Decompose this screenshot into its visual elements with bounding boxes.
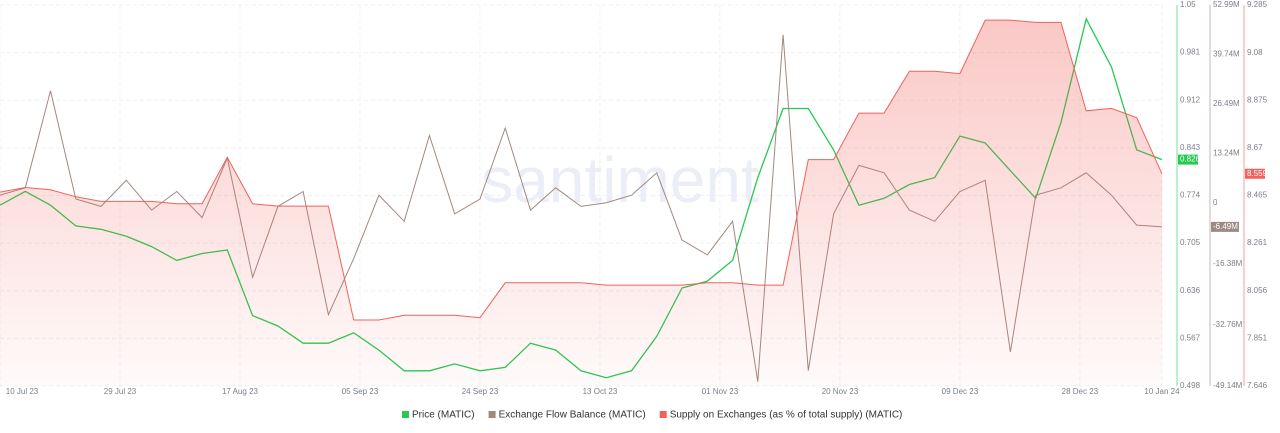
y-tick-label: 9.285	[1247, 0, 1268, 9]
y-tick-label: -49.14M	[1213, 381, 1243, 390]
x-tick-label: 13 Oct 23	[583, 387, 618, 396]
y-tick-label: 8.67	[1247, 143, 1263, 152]
y-tick-label: 52.99M	[1213, 0, 1240, 9]
value-badge-label: 8.559	[1247, 169, 1268, 178]
value-badge-label: -6.49M	[1213, 222, 1238, 231]
y-tick-label: 0	[1213, 198, 1218, 207]
y-tick-label: 0.912	[1180, 95, 1201, 104]
legend-swatch	[488, 411, 496, 418]
y-tick-label: 8.465	[1247, 191, 1268, 200]
x-tick-label: 20 Nov 23	[822, 387, 859, 396]
value-badge	[1245, 168, 1265, 179]
y-tick-label: 0.636	[1180, 286, 1201, 295]
y-tick-label: 26.49M	[1213, 99, 1240, 108]
y-tick-label: 13.24M	[1213, 148, 1240, 157]
value-badge	[1178, 154, 1198, 165]
legend-label: Exchange Flow Balance (MATIC)	[499, 410, 646, 421]
y-tick-label: -16.38M	[1213, 259, 1243, 268]
x-tick-label: 09 Dec 23	[942, 387, 979, 396]
y-tick-label: 0.774	[1180, 191, 1201, 200]
x-tick-label: 05 Sep 23	[342, 387, 379, 396]
x-tick-label: 29 Jul 23	[104, 387, 137, 396]
area	[0, 20, 1162, 386]
y-tick-label: 1.05	[1180, 0, 1196, 9]
line	[0, 19, 1163, 321]
legend-swatch	[659, 411, 667, 418]
y-tick-label: 7.851	[1247, 333, 1268, 342]
x-tick-label: 24 Sep 23	[462, 387, 499, 396]
y-tick-label: 8.261	[1247, 238, 1268, 247]
legend-label: Supply on Exchanges (as % of total suppl…	[670, 410, 903, 421]
x-tick-label: 10 Jul 23	[6, 387, 39, 396]
y-tick-label: 0.981	[1180, 48, 1201, 57]
y-tick-label: -32.76M	[1213, 320, 1243, 329]
y-tick-label: 8.056	[1247, 286, 1268, 295]
x-tick-label: 01 Nov 23	[702, 387, 739, 396]
legend-swatch	[402, 411, 409, 418]
y-tick-label: 0.705	[1180, 238, 1201, 247]
y-tick-label: 0.843	[1180, 143, 1201, 152]
y-tick-label: 9.08	[1247, 48, 1263, 57]
watermark: santiment	[481, 144, 759, 216]
x-tick-label: 10 Jan 24	[1144, 387, 1180, 396]
y-tick-label: 7.646	[1247, 381, 1268, 390]
x-tick-label: 28 Dec 23	[1062, 387, 1099, 396]
y-tick-label: 39.74M	[1213, 50, 1240, 59]
value-badge-label: 0.826	[1180, 155, 1201, 164]
y-tick-label: 8.875	[1247, 95, 1268, 104]
x-tick-label: 17 Aug 23	[222, 387, 259, 396]
legend-label: Price (MATIC)	[412, 410, 475, 421]
y-tick-label: 0.498	[1180, 381, 1201, 390]
value-badge	[1211, 221, 1239, 232]
y-tick-label: 0.567	[1180, 333, 1201, 342]
